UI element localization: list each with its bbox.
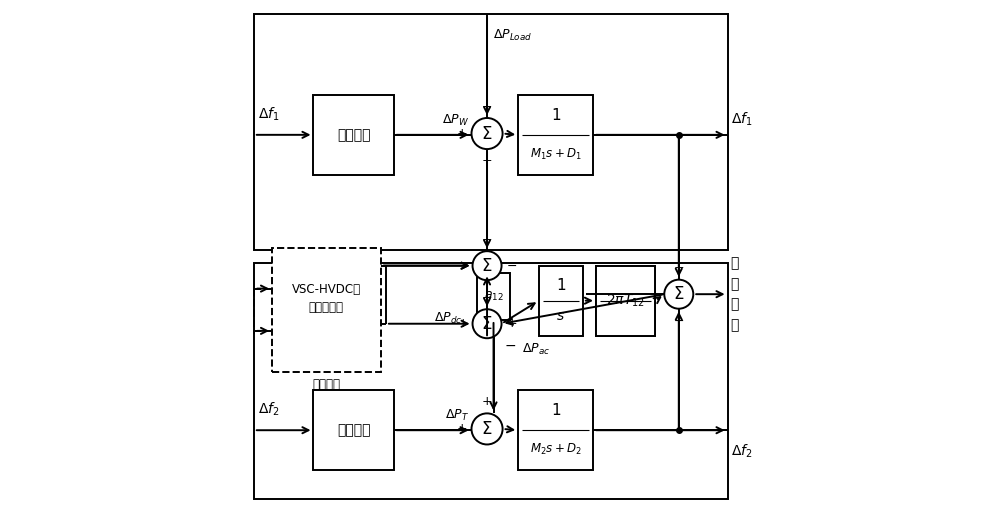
- Text: $-$: $-$: [504, 338, 516, 352]
- Text: $\Sigma$: $\Sigma$: [481, 125, 493, 143]
- Text: $+$: $+$: [481, 154, 493, 167]
- Text: $\Delta P_{ac}$: $\Delta P_{ac}$: [522, 342, 550, 357]
- Text: $\Sigma$: $\Sigma$: [673, 285, 684, 303]
- Bar: [313, 95, 394, 175]
- Text: $M_2s+D_2$: $M_2s+D_2$: [530, 442, 582, 457]
- Circle shape: [473, 251, 502, 280]
- Circle shape: [471, 118, 503, 149]
- Text: $-$: $-$: [457, 259, 468, 272]
- Text: 线: 线: [731, 277, 739, 291]
- Text: VSC-HVDC频: VSC-HVDC频: [292, 282, 361, 295]
- Text: $\Delta P_T$: $\Delta P_T$: [445, 408, 469, 423]
- Bar: [272, 247, 381, 372]
- Text: 流: 流: [731, 297, 739, 312]
- Text: $+$: $+$: [673, 262, 684, 275]
- Bar: [313, 390, 394, 470]
- Text: 1: 1: [556, 278, 566, 293]
- Text: $\Delta f_2$: $\Delta f_2$: [258, 401, 280, 418]
- Text: $\Delta P_W$: $\Delta P_W$: [442, 113, 469, 128]
- Text: $\Sigma$: $\Sigma$: [481, 257, 493, 275]
- Text: $a_{12}$: $a_{12}$: [484, 290, 503, 303]
- Text: 1: 1: [551, 403, 561, 418]
- Bar: [539, 266, 583, 336]
- Text: $+$: $+$: [481, 291, 493, 304]
- Text: $+$: $+$: [457, 317, 468, 330]
- Text: $-$: $-$: [506, 259, 517, 272]
- Bar: [254, 263, 728, 499]
- Circle shape: [471, 413, 503, 444]
- Text: $+$: $+$: [506, 317, 517, 330]
- Text: $+$: $+$: [481, 233, 493, 246]
- Bar: [518, 390, 593, 470]
- Text: $s$: $s$: [556, 309, 565, 323]
- Circle shape: [473, 309, 502, 338]
- Text: $M_1s+D_1$: $M_1s+D_1$: [530, 147, 582, 162]
- Bar: [518, 95, 593, 175]
- Text: 交: 交: [731, 318, 739, 332]
- Text: $2\pi T_{12}$: $2\pi T_{12}$: [606, 292, 645, 309]
- Text: 火电机组: 火电机组: [337, 423, 370, 437]
- Text: 路: 路: [731, 256, 739, 270]
- Text: $\Sigma$: $\Sigma$: [481, 315, 493, 333]
- Bar: [254, 15, 728, 250]
- Circle shape: [664, 280, 693, 309]
- Text: $-$: $-$: [481, 100, 493, 113]
- Text: $-$: $-$: [673, 314, 684, 327]
- Text: $+$: $+$: [456, 127, 467, 140]
- Text: $\Delta P_{dc}$: $\Delta P_{dc}$: [434, 311, 462, 326]
- Text: $\Sigma$: $\Sigma$: [481, 420, 493, 438]
- Text: $\Delta P_{Load}$: $\Delta P_{Load}$: [493, 28, 533, 43]
- Text: 1: 1: [551, 108, 561, 122]
- Text: $\Delta f_1$: $\Delta f_1$: [731, 110, 752, 128]
- Text: 直流线路: 直流线路: [312, 378, 340, 391]
- Text: 率附加控制: 率附加控制: [309, 301, 344, 314]
- Text: $\Delta f_1$: $\Delta f_1$: [258, 105, 280, 123]
- Text: 风电机组: 风电机组: [337, 128, 370, 142]
- Text: $+$: $+$: [481, 395, 493, 408]
- Bar: [596, 266, 655, 336]
- Bar: [477, 274, 510, 320]
- Bar: [596, 266, 655, 336]
- Text: $+$: $+$: [456, 423, 467, 436]
- Text: $\Delta f_2$: $\Delta f_2$: [731, 442, 752, 460]
